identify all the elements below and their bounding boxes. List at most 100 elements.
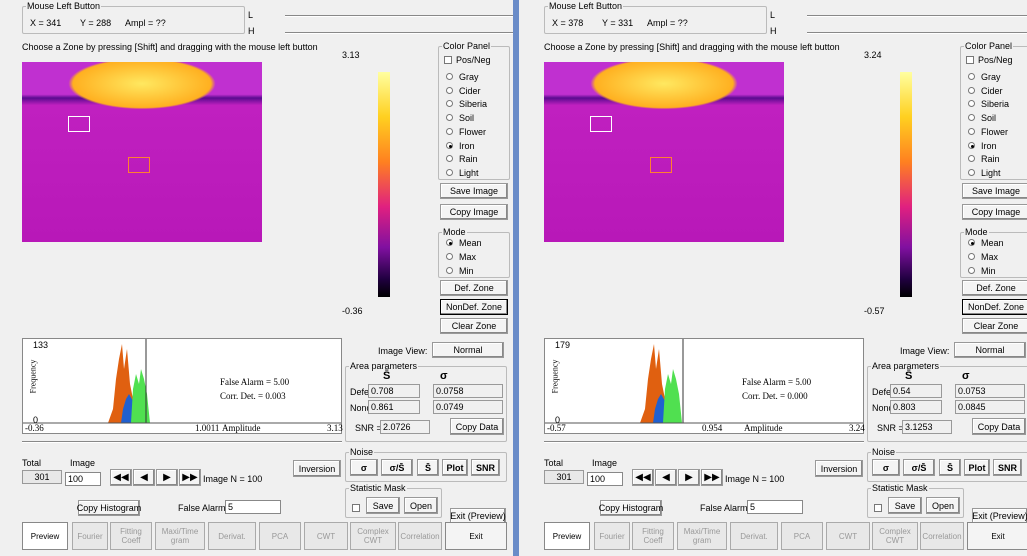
mask-save-button[interactable]: Save: [888, 497, 922, 514]
defect-sigma: 0.0758: [433, 384, 503, 398]
tab[interactable]: Preview: [544, 522, 590, 550]
nav-button[interactable]: ▶: [156, 469, 178, 486]
palette-radio[interactable]: [968, 128, 975, 135]
tab[interactable]: CWT: [826, 522, 870, 550]
inversion-button[interactable]: Inversion: [293, 460, 341, 477]
copy-data-button[interactable]: Copy Data: [972, 418, 1026, 435]
slider-l-label: L: [248, 10, 253, 20]
noise-button[interactable]: SNR: [993, 459, 1022, 476]
normal-button[interactable]: Normal: [954, 342, 1026, 358]
nondef-zone-button[interactable]: NonDef. Zone: [440, 299, 508, 315]
mode-radio[interactable]: [968, 253, 975, 260]
palette-radio[interactable]: [968, 169, 975, 176]
palette-radio[interactable]: [446, 73, 453, 80]
mode-radio[interactable]: [968, 239, 975, 246]
tab[interactable]: Fitting Coeff: [110, 522, 152, 550]
noise-button[interactable]: S̄: [417, 459, 439, 476]
def-zone-button[interactable]: Def. Zone: [440, 280, 508, 296]
nav-button[interactable]: ◀◀: [110, 469, 132, 486]
tab[interactable]: Exit: [445, 522, 507, 550]
noise-button[interactable]: σ/S̄: [903, 459, 935, 476]
false-alarm-value: False Alarm = 5.00: [742, 377, 811, 387]
mask-save-button[interactable]: Save: [366, 497, 400, 514]
tab[interactable]: Fitting Coeff: [632, 522, 674, 550]
palette-radio[interactable]: [968, 87, 975, 94]
palette-radio[interactable]: [968, 142, 975, 149]
nondef-zone: [650, 157, 672, 173]
copy-image-button[interactable]: Copy Image: [440, 204, 508, 220]
nav-button[interactable]: ▶: [678, 469, 700, 486]
tab[interactable]: Derivat.: [208, 522, 256, 550]
nav-button[interactable]: ▶▶: [179, 469, 201, 486]
image-view-label: Image View:: [900, 346, 949, 356]
tab[interactable]: Fourier: [594, 522, 630, 550]
inversion-button[interactable]: Inversion: [815, 460, 863, 477]
nav-button[interactable]: ▶▶: [701, 469, 723, 486]
mask-checkbox[interactable]: [874, 504, 882, 512]
copy-histogram-button[interactable]: Copy Histogram: [78, 500, 140, 516]
tab[interactable]: Correlation: [398, 522, 442, 550]
mouse-y: Y = 288: [80, 18, 111, 28]
histogram-green: [663, 369, 682, 423]
nav-button[interactable]: ◀: [133, 469, 155, 486]
statistic-mask-title: Statistic Mask: [349, 483, 407, 493]
tab[interactable]: Fourier: [72, 522, 108, 550]
nav-button[interactable]: ◀: [655, 469, 677, 486]
mode-radio[interactable]: [968, 267, 975, 274]
hist-slider: [22, 441, 342, 443]
tab[interactable]: CWT: [304, 522, 348, 550]
hist-max: 179: [555, 340, 570, 350]
tab[interactable]: Complex CWT: [350, 522, 396, 550]
copy-data-button[interactable]: Copy Data: [450, 418, 504, 435]
tab[interactable]: PCA: [781, 522, 823, 550]
mode-label: Mean: [459, 238, 482, 248]
noise-button[interactable]: Plot: [442, 459, 468, 476]
sigma-header: σ: [440, 370, 448, 382]
mode-radio[interactable]: [446, 253, 453, 260]
corr-det: Corr. Det. = 0.003: [220, 391, 286, 401]
palette-radio[interactable]: [446, 87, 453, 94]
mode-radio[interactable]: [446, 267, 453, 274]
palette-radio[interactable]: [446, 142, 453, 149]
mode-radio[interactable]: [446, 239, 453, 246]
tab[interactable]: PCA: [259, 522, 301, 550]
mode-group-title: Mode: [964, 227, 989, 237]
nav-button[interactable]: ◀◀: [632, 469, 654, 486]
save-image-button[interactable]: Save Image: [962, 183, 1027, 199]
tab[interactable]: Maxi/Time gram: [155, 522, 205, 550]
noise-button[interactable]: σ: [350, 459, 378, 476]
palette-label: Light: [981, 168, 1001, 178]
palette-radio[interactable]: [968, 73, 975, 80]
palette-radio[interactable]: [446, 169, 453, 176]
pos-neg-checkbox[interactable]: [966, 56, 974, 64]
nondef-zone-button[interactable]: NonDef. Zone: [962, 299, 1027, 315]
mouse-ampl: Ampl = ??: [647, 18, 688, 28]
clear-zone-button[interactable]: Clear Zone: [440, 318, 508, 334]
def-zone-button[interactable]: Def. Zone: [962, 280, 1027, 296]
tab[interactable]: Correlation: [920, 522, 964, 550]
noise-button[interactable]: σ/S̄: [381, 459, 413, 476]
mask-open-button[interactable]: Open: [404, 497, 438, 514]
noise-button[interactable]: Plot: [964, 459, 990, 476]
slider-h-label: H: [770, 26, 777, 36]
copy-image-button[interactable]: Copy Image: [962, 204, 1027, 220]
tab[interactable]: Preview: [22, 522, 68, 550]
mouse-group-title: Mouse Left Button: [26, 1, 101, 11]
mask-open-button[interactable]: Open: [926, 497, 960, 514]
palette-label: Light: [459, 168, 479, 178]
noise-button[interactable]: σ: [872, 459, 900, 476]
tab[interactable]: Exit: [967, 522, 1027, 550]
mask-checkbox[interactable]: [352, 504, 360, 512]
nondef-mean: 0.803: [890, 400, 942, 414]
tab[interactable]: Maxi/Time gram: [677, 522, 727, 550]
normal-button[interactable]: Normal: [432, 342, 504, 358]
save-image-button[interactable]: Save Image: [440, 183, 508, 199]
palette-radio[interactable]: [446, 128, 453, 135]
tab[interactable]: Complex CWT: [872, 522, 918, 550]
tab[interactable]: Derivat.: [730, 522, 778, 550]
pos-neg-checkbox[interactable]: [444, 56, 452, 64]
noise-button[interactable]: S̄: [939, 459, 961, 476]
clear-zone-button[interactable]: Clear Zone: [962, 318, 1027, 334]
noise-button[interactable]: SNR: [471, 459, 500, 476]
copy-histogram-button[interactable]: Copy Histogram: [600, 500, 662, 516]
